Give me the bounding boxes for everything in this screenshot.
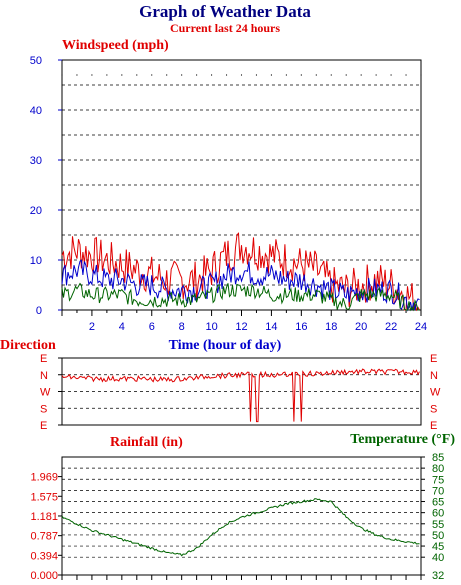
direction-y-tick-label-left: N	[40, 370, 48, 382]
windspeed-y-tick-label: 20	[30, 205, 42, 217]
windspeed-grid-dot	[420, 74, 422, 76]
windspeed-grid-dot	[181, 74, 183, 76]
windspeed-y-tick-label: 50	[30, 55, 42, 67]
windspeed-y-tick-label: 40	[30, 105, 42, 117]
temperature-y-tick-label: 85	[432, 452, 444, 464]
windspeed-grid-dot	[121, 74, 123, 76]
windspeed-grid-dot	[315, 74, 317, 76]
windspeed-grid-dot	[240, 74, 243, 76]
direction-y-tick-label-right: E	[430, 353, 437, 365]
windspeed-grid-dot	[106, 74, 108, 76]
time-x-tick-label: 6	[149, 321, 155, 333]
rainfall-y-tick-label: 0.787	[30, 531, 58, 543]
rainfall-y-tick-label: 0.000	[30, 570, 58, 582]
rain-temp-plot-frame	[61, 456, 422, 576]
rainfall-y-tick-label: 1.969	[30, 472, 58, 484]
windspeed-grid-dot	[375, 74, 377, 76]
time-x-tick-label: 18	[325, 321, 337, 333]
windspeed-y-tick-label: 10	[30, 255, 42, 267]
windspeed-grid-dot	[405, 74, 407, 76]
time-x-tick-label: 10	[205, 321, 217, 333]
time-axis-label: Time (hour of day)	[169, 338, 282, 353]
direction-series-line	[61, 368, 420, 423]
windspeed-grid-dot	[270, 74, 273, 76]
windspeed-grid-dot	[360, 74, 362, 76]
windspeed-grid-dot	[345, 74, 347, 76]
direction-y-tick-label-left: W	[40, 387, 51, 399]
temperature-y-tick-label: 80	[432, 463, 444, 475]
direction-y-tick-label-right: S	[430, 403, 437, 415]
time-x-tick-label: 4	[119, 321, 125, 333]
windspeed-y-tick-label: 0	[36, 305, 42, 317]
temperature-y-tick-label: 45	[432, 541, 444, 553]
windspeed-grid-dot	[390, 74, 392, 76]
temperature-y-tick-label: 75	[432, 474, 444, 486]
direction-y-tick-label-left: S	[40, 403, 47, 415]
time-x-tick-label: 24	[415, 321, 427, 333]
temperature-series-line	[61, 498, 420, 557]
windspeed-y-tick-label: 30	[30, 155, 42, 167]
time-x-tick-label: 8	[179, 321, 185, 333]
windspeed-grid-dot	[300, 74, 302, 76]
windspeed-grid-dot	[166, 74, 168, 76]
windspeed-grid-dot	[151, 74, 153, 76]
temperature-axis-label: Temperature (°F)	[350, 432, 455, 447]
direction-y-tick-label-left: E	[40, 420, 47, 432]
windspeed-grid-dot	[330, 74, 332, 76]
direction-plot-frame	[61, 357, 422, 426]
direction-axis-label: Direction	[0, 338, 56, 353]
chart-subtitle: Current last 24 hours	[170, 21, 280, 35]
time-x-tick-label: 12	[235, 321, 247, 333]
direction-y-tick-label-right: W	[430, 387, 441, 399]
windspeed-grid-dot	[196, 74, 198, 76]
temperature-y-tick-label: 40	[432, 552, 444, 564]
temperature-y-tick-label: 55	[432, 519, 444, 531]
windspeed-grid-dot	[136, 74, 138, 76]
windspeed-axis-label: Windspeed (mph)	[62, 38, 169, 53]
windspeed-grid-dot	[61, 74, 63, 76]
temperature-y-tick-label: 50	[432, 530, 444, 542]
time-x-tick-label: 2	[89, 321, 95, 333]
time-x-tick-label: 22	[385, 321, 397, 333]
windspeed-grid-dot	[210, 74, 213, 76]
temperature-y-tick-label: 70	[432, 485, 444, 497]
chart-title: Graph of Weather Data	[139, 2, 311, 21]
windspeed-grid-dot	[285, 74, 287, 76]
time-x-tick-label: 16	[295, 321, 307, 333]
temperature-y-tick-label: 60	[432, 508, 444, 520]
direction-y-tick-label-right: N	[430, 370, 438, 382]
rainfall-y-tick-label: 1.575	[30, 491, 58, 503]
rainfall-y-tick-label: 1.181	[30, 511, 58, 523]
windspeed-grid-dot	[255, 74, 258, 76]
windspeed-series-line	[61, 282, 420, 312]
rainfall-y-tick-label: 0.394	[30, 550, 58, 562]
direction-y-tick-label-right: E	[430, 420, 437, 432]
windspeed-grid-dot	[76, 74, 78, 76]
temperature-y-tick-label: 32	[432, 570, 444, 582]
time-x-tick-label: 14	[265, 321, 277, 333]
direction-y-tick-label-left: E	[40, 353, 47, 365]
windspeed-grid-dot	[91, 74, 93, 76]
rainfall-axis-label: Rainfall (in)	[110, 435, 183, 450]
windspeed-series-line	[61, 259, 420, 312]
temperature-y-tick-label: 65	[432, 497, 444, 509]
windspeed-grid-dot	[225, 74, 228, 76]
time-x-tick-label: 20	[355, 321, 367, 333]
